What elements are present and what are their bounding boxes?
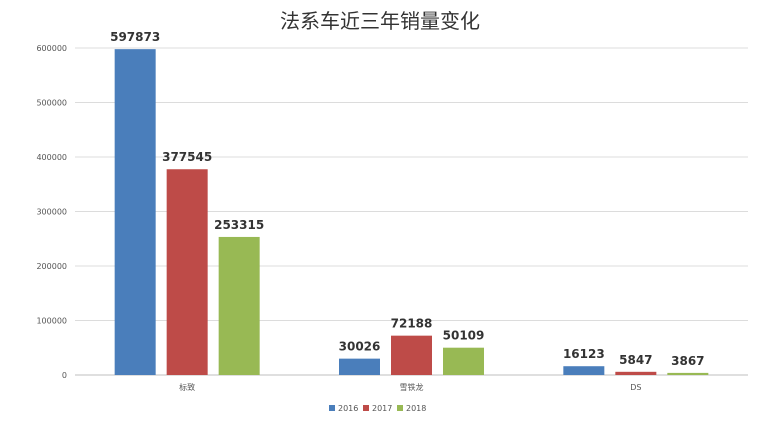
y-tick-label: 300000 <box>36 208 67 217</box>
bar <box>218 236 260 375</box>
data-label: 30026 <box>339 340 381 354</box>
legend: 2016 2017 2018 <box>329 404 426 413</box>
y-tick-label: 200000 <box>36 262 67 271</box>
legend-swatch <box>363 405 369 411</box>
data-label: 253315 <box>214 218 264 232</box>
y-tick-label: 600000 <box>36 44 67 53</box>
data-label: 16123 <box>563 347 605 361</box>
bar <box>443 347 484 375</box>
y-tick-label: 400000 <box>36 153 67 162</box>
bar <box>563 366 605 375</box>
bar <box>166 169 208 375</box>
bars: 597873 377545 253315 30026 72188 50109 16123 58… <box>110 30 709 376</box>
legend-label: 2018 <box>406 404 426 413</box>
bar <box>615 371 657 375</box>
data-label: 597873 <box>110 30 160 44</box>
data-label: 50109 <box>443 329 485 343</box>
y-axis: 0 100000 200000 300000 400000 500000 600000 <box>36 44 67 380</box>
x-tick-label: DS <box>630 383 641 392</box>
data-label: 3867 <box>671 354 704 368</box>
bar <box>114 49 156 376</box>
data-label: 72188 <box>391 317 433 331</box>
legend-label: 2016 <box>338 404 358 413</box>
bar <box>667 372 709 375</box>
legend-label: 2017 <box>372 404 392 413</box>
x-tick-label: 雪铁龙 <box>400 382 424 392</box>
bar <box>391 335 432 375</box>
x-tick-label: 标致 <box>179 382 195 392</box>
data-label: 5847 <box>619 353 652 367</box>
y-tick-label: 100000 <box>36 317 67 326</box>
legend-swatch <box>397 405 403 411</box>
bar <box>339 358 380 375</box>
chart-title: 法系车近三年销量变化 <box>280 9 480 33</box>
y-tick-label: 500000 <box>36 99 67 108</box>
legend-swatch <box>329 405 335 411</box>
y-tick-label: 0 <box>62 371 67 380</box>
data-label: 377545 <box>162 150 212 164</box>
x-axis: 标致 雪铁龙 DS <box>179 382 641 392</box>
